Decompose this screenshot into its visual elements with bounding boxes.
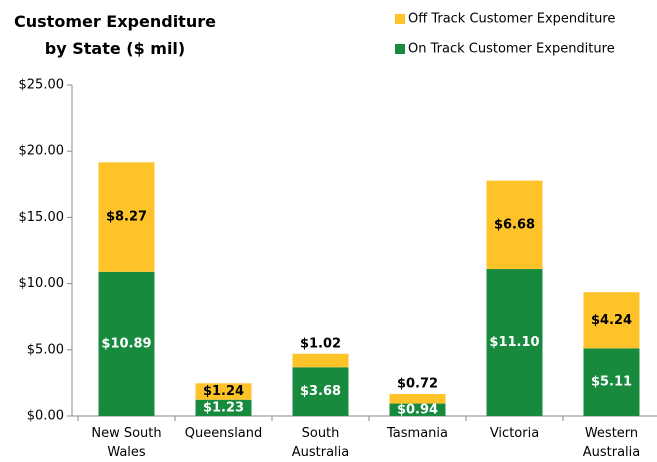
value-label: $4.24: [591, 313, 632, 328]
value-label: $3.68: [300, 384, 341, 399]
x-tick-label: South Australia: [291, 426, 350, 460]
bar-segment: [486, 180, 543, 270]
y-tick-label: $10.00: [19, 276, 65, 291]
bar-segment: [583, 292, 640, 349]
y-tick-label: $20.00: [19, 144, 65, 159]
bar-segment: [98, 271, 155, 416]
bar-segment: [292, 353, 349, 368]
bar-segment: [195, 383, 252, 400]
y-tick-label: $0.00: [27, 409, 64, 424]
x-tick-label: Western Australia: [582, 426, 641, 460]
x-tick-label: New South Wales: [91, 426, 162, 460]
bar-segment: [486, 269, 543, 416]
legend-label: Off Track Customer Expenditure: [408, 12, 615, 27]
value-label: $11.10: [489, 335, 539, 350]
y-tick-label: $15.00: [19, 210, 65, 225]
bar-segment: [583, 348, 640, 416]
chart-title: Customer Expenditure by State ($ mil): [14, 12, 216, 58]
value-label: $8.27: [106, 210, 147, 225]
legend-swatch: [395, 14, 405, 24]
x-tick-label: Queensland: [184, 426, 263, 441]
value-label: $0.72: [397, 377, 438, 392]
value-label: $5.11: [591, 375, 632, 390]
value-label: $10.89: [101, 336, 151, 351]
y-tick-label: $25.00: [19, 78, 65, 93]
legend-swatch: [395, 44, 405, 54]
bar-segment: [389, 394, 446, 404]
bar-segment: [195, 399, 252, 416]
value-label: $6.68: [494, 217, 535, 232]
legend-label: On Track Customer Expenditure: [408, 42, 615, 57]
value-label: $1.23: [203, 400, 244, 415]
x-tick-label: Tasmania: [387, 426, 448, 441]
bar-segment: [292, 367, 349, 416]
bar-segment: [389, 403, 446, 416]
value-label: $1.24: [203, 384, 244, 399]
value-label: $1.02: [300, 336, 341, 351]
bar-segment: [98, 162, 155, 272]
y-tick-label: $5.00: [27, 342, 64, 357]
x-tick-label: Victoria: [489, 426, 540, 441]
value-label: $0.94: [397, 402, 438, 417]
